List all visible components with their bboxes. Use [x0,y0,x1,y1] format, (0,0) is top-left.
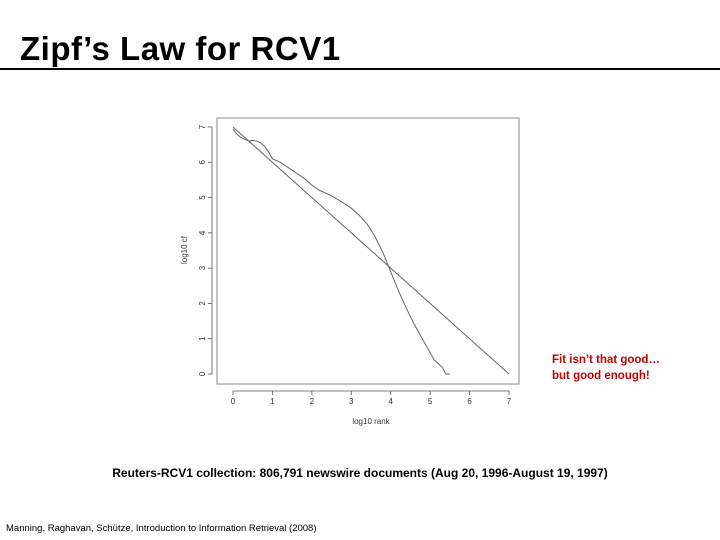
y-tick-label: 6 [198,160,207,165]
callout-line-1: Fit isn’t that good… [552,354,660,366]
title-divider [0,68,720,70]
slide-title: Zipf’s Law for RCV1 [20,30,341,67]
zipf-fit-line [232,126,510,375]
x-tick-label: 2 [310,397,315,406]
y-tick-label: 5 [198,195,207,200]
callout-line-2: but good enough! [552,370,650,382]
fit-callout: Fit isn’t that good… but good enough! [552,352,702,384]
collection-caption: Reuters-RCV1 collection: 806,791 newswir… [112,466,608,480]
x-axis-label: log10 rank [352,417,390,426]
y-tick-label: 1 [198,336,207,341]
y-axis: 0 1 2 3 4 5 6 7 [198,124,213,376]
x-tick-label: 6 [467,397,472,406]
x-tick-label: 0 [231,397,236,406]
series-layer [232,126,510,375]
x-tick-label: 5 [428,397,433,406]
y-tick-label: 7 [198,124,207,129]
x-tick-label: 4 [388,397,393,406]
plot-frame [216,117,520,385]
x-tick-label: 3 [349,397,354,406]
x-tick-label: 1 [270,397,275,406]
x-tick-label: 7 [507,397,512,406]
y-tick-label: 3 [198,265,207,270]
y-tick-label: 2 [198,301,207,306]
source-citation: Manning, Raghavan, Schütze, Introduction… [6,523,317,534]
y-axis-label: log10 cf [180,235,189,264]
observed-frequency-line [232,128,450,375]
x-axis: 0 1 2 3 4 5 6 7 [231,390,512,406]
y-tick-label: 0 [198,371,207,376]
y-tick-label: 4 [198,230,207,235]
